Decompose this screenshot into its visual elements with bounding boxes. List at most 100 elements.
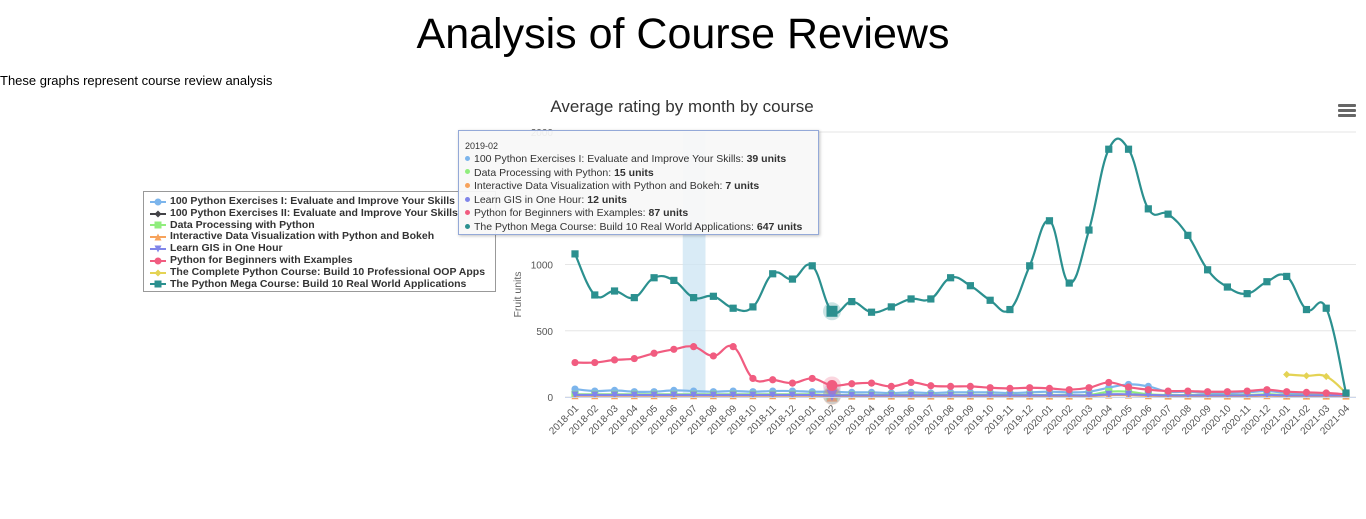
- legend-marker[interactable]: [154, 210, 162, 218]
- data-point[interactable]: [1006, 305, 1014, 314]
- data-point[interactable]: [650, 349, 658, 357]
- data-point[interactable]: [690, 294, 698, 302]
- data-point[interactable]: [927, 295, 935, 303]
- data-point[interactable]: [966, 391, 974, 400]
- data-point[interactable]: [1342, 389, 1350, 397]
- data-point[interactable]: [1322, 389, 1330, 397]
- data-point[interactable]: [1124, 383, 1133, 391]
- data-point[interactable]: [729, 343, 737, 351]
- data-point[interactable]: [867, 379, 876, 387]
- data-point[interactable]: [1124, 145, 1133, 153]
- data-point[interactable]: [1105, 378, 1113, 387]
- legend-item[interactable]: 100 Python Exercises I: Evaluate and Imp…: [150, 195, 489, 208]
- data-point[interactable]: [848, 380, 856, 388]
- data-point[interactable]: [907, 391, 915, 400]
- data-point[interactable]: [966, 382, 974, 390]
- data-point[interactable]: [610, 391, 619, 399]
- data-point[interactable]: [1026, 262, 1034, 270]
- legend-item[interactable]: Data Processing with Python: [150, 219, 489, 232]
- data-point[interactable]: [690, 391, 698, 399]
- legend-marker[interactable]: [154, 269, 162, 277]
- data-point[interactable]: [1243, 387, 1251, 395]
- data-point[interactable]: [769, 270, 777, 278]
- data-point[interactable]: [788, 391, 797, 399]
- data-point[interactable]: [650, 274, 658, 282]
- data-point[interactable]: [1026, 384, 1034, 392]
- data-point[interactable]: [1045, 217, 1054, 225]
- legend-item[interactable]: Learn GIS in One Hour: [150, 242, 489, 255]
- data-point[interactable]: [966, 282, 974, 290]
- data-point-hover[interactable]: [826, 389, 838, 401]
- data-point[interactable]: [729, 391, 737, 399]
- data-point-hover[interactable]: [826, 305, 838, 317]
- data-point[interactable]: [986, 384, 994, 392]
- data-point[interactable]: [986, 296, 994, 304]
- legend-marker[interactable]: [154, 221, 162, 229]
- data-point[interactable]: [769, 391, 777, 399]
- data-point[interactable]: [1322, 372, 1330, 381]
- legend-marker[interactable]: [154, 257, 162, 265]
- data-point[interactable]: [591, 391, 599, 399]
- data-point-hover[interactable]: [826, 379, 838, 391]
- data-point[interactable]: [1164, 387, 1172, 395]
- legend-item[interactable]: Python for Beginners with Examples: [150, 254, 489, 267]
- data-point[interactable]: [769, 376, 777, 384]
- data-point[interactable]: [867, 391, 876, 400]
- legend-marker[interactable]: [154, 245, 162, 253]
- data-point[interactable]: [808, 374, 816, 383]
- data-point[interactable]: [1085, 226, 1093, 234]
- data-point[interactable]: [630, 294, 638, 302]
- data-point[interactable]: [1283, 370, 1291, 379]
- data-point[interactable]: [1204, 266, 1212, 274]
- data-point[interactable]: [571, 358, 579, 367]
- data-point[interactable]: [947, 274, 955, 282]
- data-point[interactable]: [808, 262, 816, 270]
- data-point[interactable]: [1144, 391, 1152, 399]
- data-point[interactable]: [927, 391, 935, 400]
- data-point[interactable]: [1085, 391, 1093, 400]
- legend-marker[interactable]: [154, 233, 162, 241]
- chart-menu-icon[interactable]: [1336, 102, 1358, 120]
- data-point[interactable]: [1045, 384, 1054, 392]
- data-point[interactable]: [1263, 278, 1271, 286]
- data-point[interactable]: [610, 356, 619, 364]
- data-point[interactable]: [808, 391, 816, 399]
- data-point[interactable]: [650, 391, 658, 399]
- data-point[interactable]: [1243, 290, 1251, 298]
- data-point[interactable]: [867, 308, 876, 316]
- data-point[interactable]: [670, 391, 678, 399]
- legend-item[interactable]: The Python Mega Course: Build 10 Real Wo…: [150, 278, 489, 291]
- data-point[interactable]: [1085, 384, 1093, 392]
- legend-item[interactable]: The Complete Python Course: Build 10 Pro…: [150, 266, 489, 279]
- data-point[interactable]: [986, 391, 994, 400]
- legend-marker[interactable]: [154, 280, 162, 288]
- data-point[interactable]: [1263, 391, 1271, 399]
- data-point[interactable]: [947, 382, 955, 390]
- data-point[interactable]: [749, 374, 757, 383]
- data-point[interactable]: [1302, 388, 1311, 396]
- data-point[interactable]: [709, 292, 717, 300]
- data-point[interactable]: [729, 304, 737, 312]
- data-point[interactable]: [630, 391, 638, 399]
- data-point[interactable]: [1283, 388, 1291, 396]
- data-point[interactable]: [1302, 372, 1311, 380]
- data-point[interactable]: [887, 382, 895, 390]
- data-point[interactable]: [1164, 210, 1172, 218]
- data-point[interactable]: [1144, 386, 1152, 394]
- data-point[interactable]: [1006, 391, 1014, 400]
- data-point[interactable]: [749, 391, 757, 399]
- data-point[interactable]: [1184, 387, 1192, 395]
- data-point[interactable]: [630, 354, 638, 363]
- data-point[interactable]: [571, 250, 579, 258]
- legend-item[interactable]: Interactive Data Visualization with Pyth…: [150, 231, 489, 243]
- data-point[interactable]: [610, 287, 619, 295]
- legend-item[interactable]: 100 Python Exercises II: Evaluate and Im…: [150, 207, 489, 220]
- data-point[interactable]: [1263, 386, 1271, 394]
- data-point[interactable]: [1322, 304, 1330, 312]
- data-point[interactable]: [1006, 384, 1014, 392]
- data-point[interactable]: [1065, 279, 1073, 287]
- data-point[interactable]: [848, 391, 856, 400]
- data-point[interactable]: [1144, 205, 1152, 213]
- data-point[interactable]: [690, 343, 698, 351]
